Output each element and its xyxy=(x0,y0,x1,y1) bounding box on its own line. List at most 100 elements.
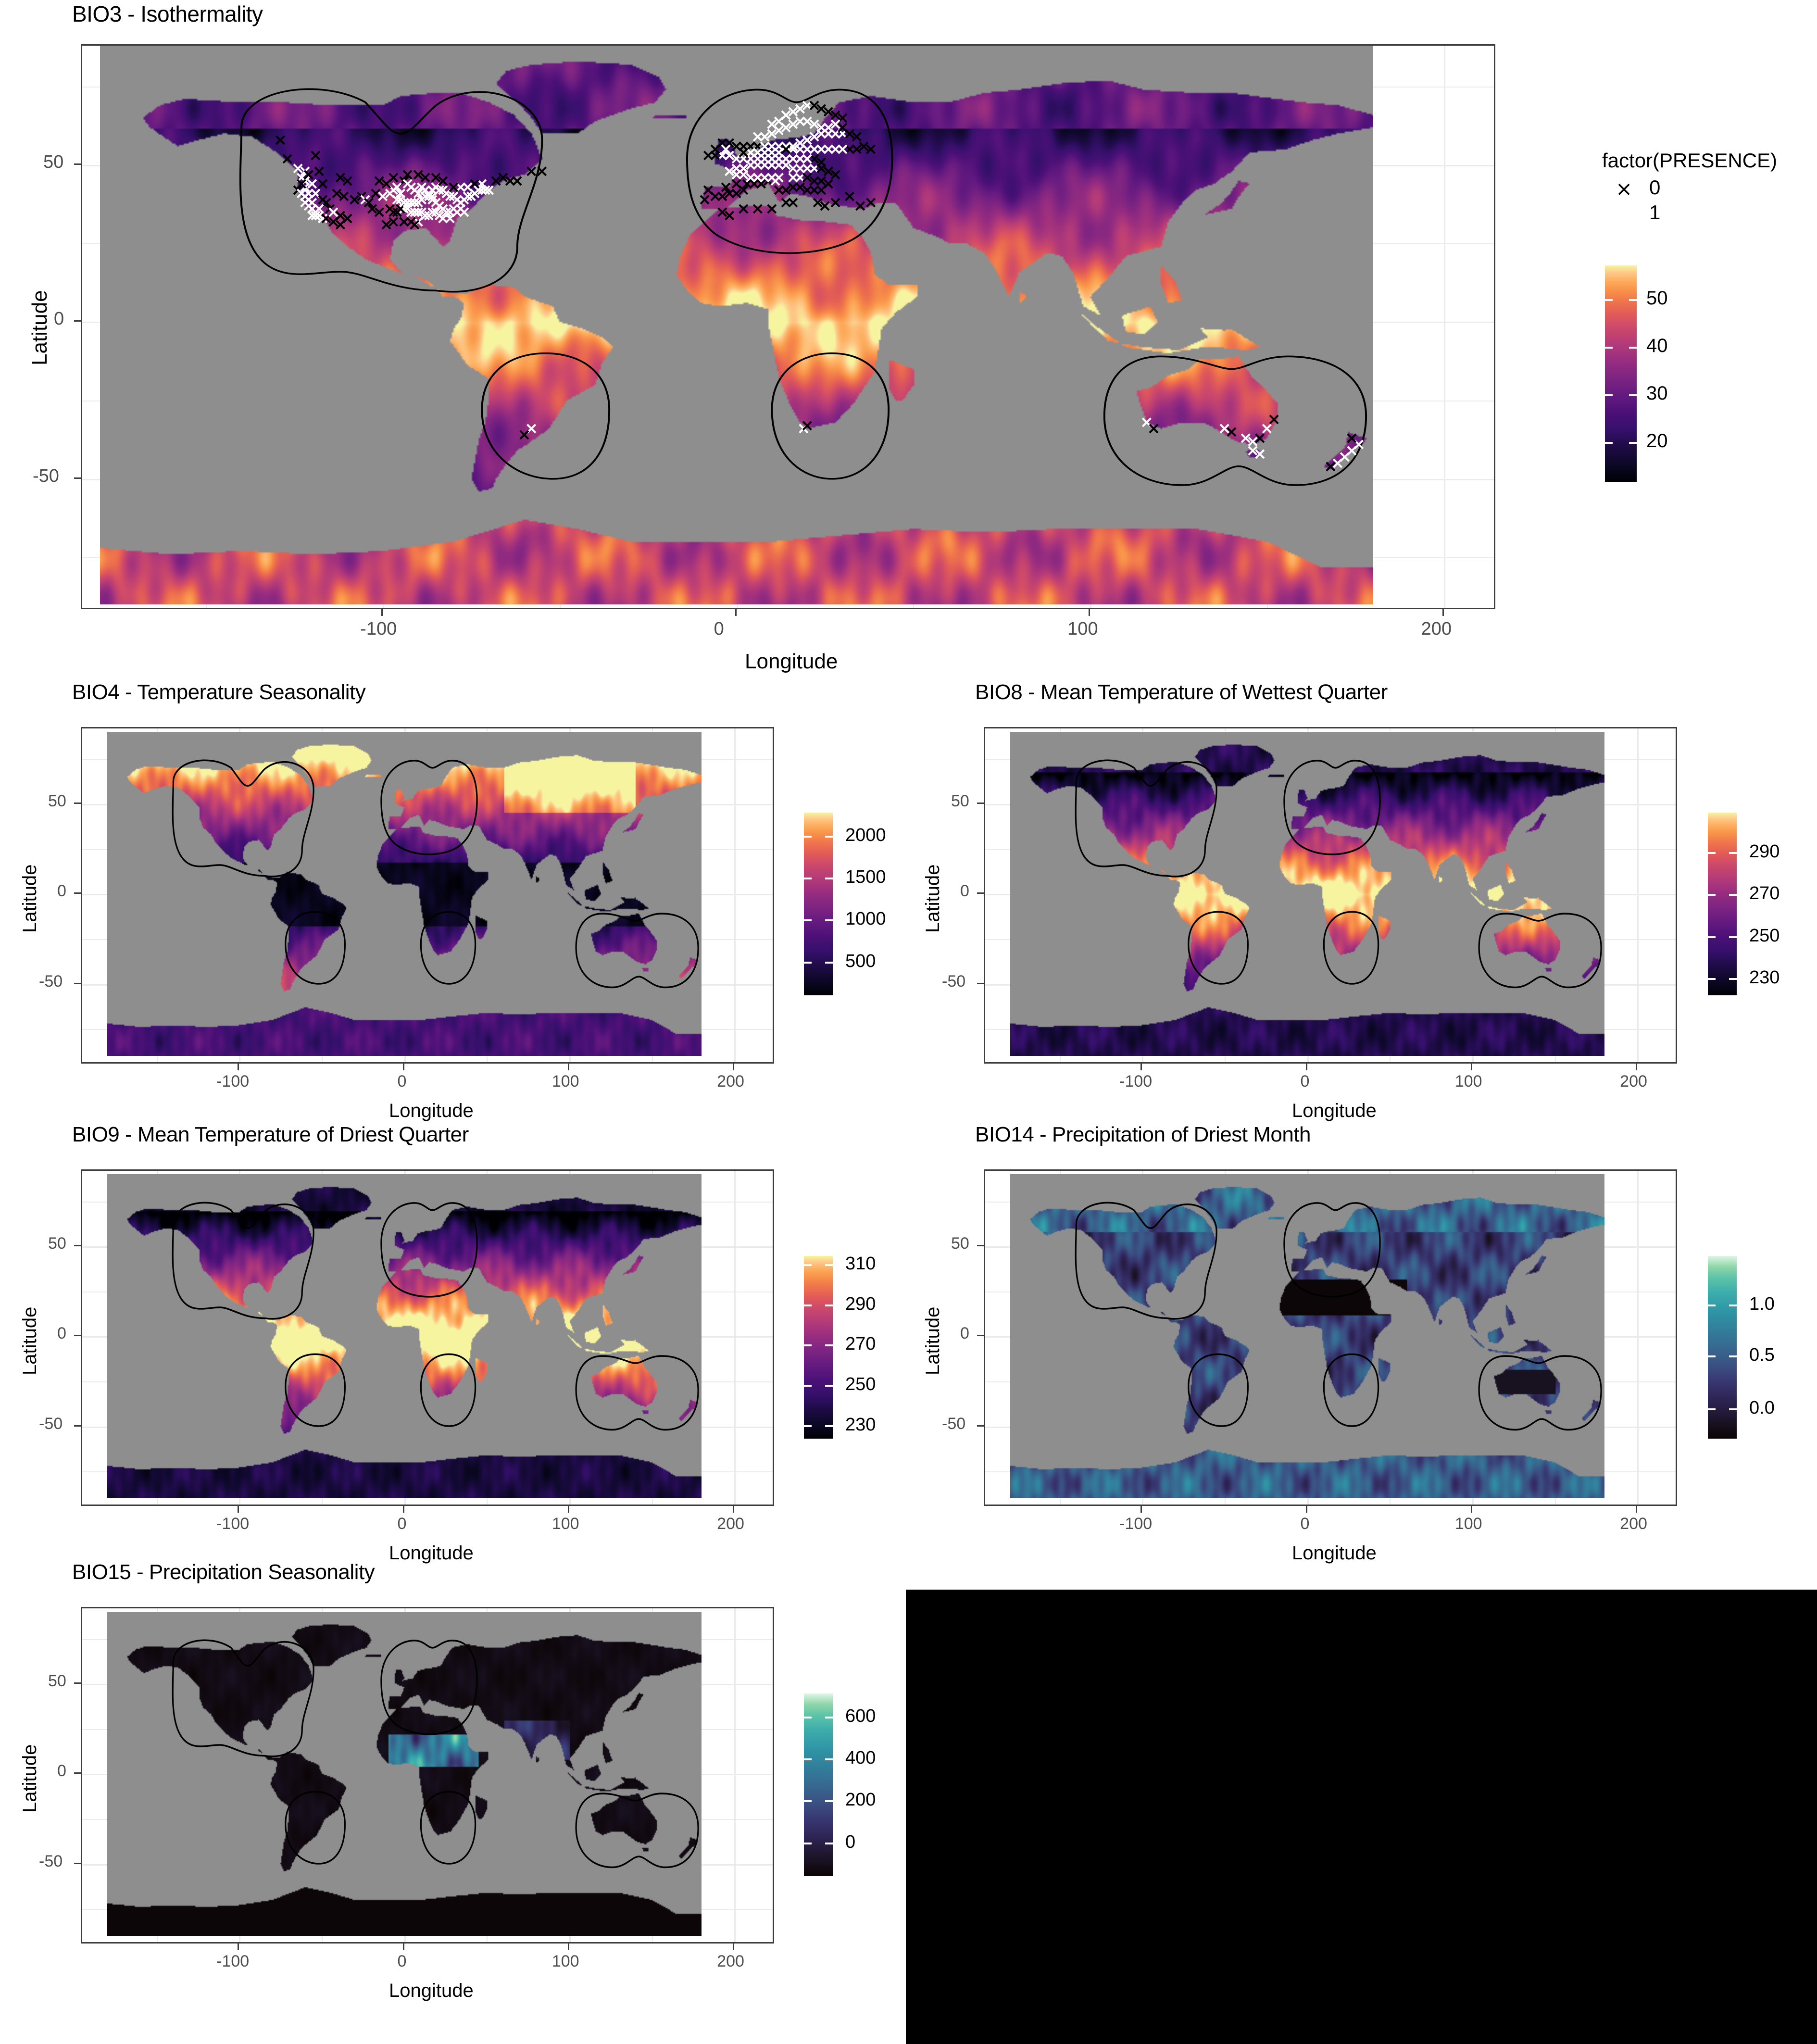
x-tick xyxy=(238,1064,239,1070)
colorbar-tick xyxy=(1729,1355,1737,1358)
colorbar-label-bio15: 600 xyxy=(845,1705,876,1726)
panel-title-bio3: BIO3 - Isothermality xyxy=(72,1,263,26)
x-tick xyxy=(567,1506,569,1513)
colorbar-gradient-bio4 xyxy=(804,813,833,995)
colorbar-tick xyxy=(1629,394,1637,396)
x-tick xyxy=(733,1064,735,1070)
map-canvas-bio15 xyxy=(107,1612,702,1936)
colorbar-gradient-bio8 xyxy=(1708,813,1737,995)
colorbar-label-bio4: 500 xyxy=(845,951,876,971)
colorbar-bio9 xyxy=(804,1256,833,1439)
colorbar-tick xyxy=(804,1758,812,1760)
colorbar-gradient-bio15 xyxy=(804,1693,833,1876)
colorbar-label-bio3: 40 xyxy=(1646,335,1668,356)
panel-bio3: BIO3 - Isothermality × × × × × × × × × × × × × × × × × × × ×… xyxy=(0,0,1817,673)
colorbar-label-bio4: 2000 xyxy=(845,825,886,845)
legend-title-presence: factor(PRESENCE) xyxy=(1602,149,1778,172)
colorbar-bio4 xyxy=(804,813,833,995)
x-axis-title: Longitude xyxy=(389,1980,474,2001)
y-tick-label: 0 xyxy=(57,882,66,901)
colorbar-tick xyxy=(1605,346,1613,349)
colorbar-tick xyxy=(1629,441,1637,444)
y-tick xyxy=(977,892,984,894)
y-tick xyxy=(74,892,81,894)
x-tick xyxy=(1470,1506,1472,1513)
y-tick-label: 0 xyxy=(960,882,969,901)
y-tick-label: -50 xyxy=(942,972,966,991)
y-tick-label: -50 xyxy=(39,1852,63,1870)
x-axis-title: Longitude xyxy=(745,650,838,673)
range-polygon-4 xyxy=(1103,355,1367,486)
legend-label-presence-0: 0 xyxy=(1649,176,1661,199)
colorbar-label-bio14: 0.0 xyxy=(1749,1398,1775,1418)
colorbar-gradient-bio3 xyxy=(1605,265,1637,482)
y-tick-label: -50 xyxy=(39,972,63,991)
range-polygon-4 xyxy=(575,1355,699,1431)
range-polygon-3 xyxy=(771,352,890,480)
colorbar-tick xyxy=(1629,346,1637,349)
x-tick-label: 200 xyxy=(717,1952,744,1970)
x-tick xyxy=(567,1064,569,1070)
colorbar-tick xyxy=(1729,978,1737,980)
range-polygon-0 xyxy=(172,1640,314,1758)
plot-area-bio3: × × × × × × × × × × × × × × × × × × × × × × × × × × × × × × × × × × × × × × × ×… xyxy=(81,44,1495,609)
colorbar-tick xyxy=(825,1758,833,1760)
map-canvas-bio3 xyxy=(100,46,1373,604)
panel-title-bio14: BIO14 - Precipitation of Driest Month xyxy=(975,1123,1311,1146)
y-tick-label: 0 xyxy=(57,1324,66,1343)
colorbar-tick xyxy=(1629,299,1637,301)
panel-title-bio8: BIO8 - Mean Temperature of Wettest Quart… xyxy=(975,680,1388,704)
colorbar-tick xyxy=(825,1384,833,1387)
blank-black-panel xyxy=(906,1590,1817,2044)
colorbar-bio8 xyxy=(1708,813,1737,995)
y-tick xyxy=(74,1862,81,1864)
colorbar-tick xyxy=(825,919,833,922)
x-tick xyxy=(1089,609,1090,616)
legend-key-presence-0: × xyxy=(1616,177,1633,201)
colorbar-tick xyxy=(825,961,833,964)
y-tick xyxy=(977,982,984,984)
colorbar-tick xyxy=(1605,394,1613,396)
colorbar-tick xyxy=(1708,1408,1716,1411)
y-tick xyxy=(74,477,81,479)
range-polygon-1 xyxy=(686,88,893,254)
colorbar-tick xyxy=(1708,1355,1716,1358)
y-tick xyxy=(74,320,81,322)
colorbar-tick xyxy=(804,919,812,922)
x-tick-label: -100 xyxy=(216,1072,250,1091)
colorbar-label-bio9: 310 xyxy=(845,1254,876,1274)
colorbar-label-bio3: 20 xyxy=(1646,430,1668,451)
x-tick xyxy=(1442,609,1444,616)
x-tick-label: -100 xyxy=(216,1952,250,1970)
colorbar-tick xyxy=(804,1842,812,1844)
colorbar-label-bio8: 230 xyxy=(1749,967,1780,988)
x-tick xyxy=(1305,1064,1307,1070)
colorbar-bio3 xyxy=(1605,265,1637,482)
colorbar-label-bio14: 0.5 xyxy=(1749,1345,1775,1366)
colorbar-label-bio9: 290 xyxy=(845,1293,876,1314)
range-polygon-2 xyxy=(481,352,610,480)
x-tick xyxy=(735,609,737,616)
x-tick-label: 0 xyxy=(1300,1072,1310,1091)
y-tick xyxy=(74,1425,81,1427)
range-polygon-2 xyxy=(1187,1354,1249,1428)
plot-area-bio15 xyxy=(81,1607,774,1944)
x-tick-label: 0 xyxy=(1300,1515,1310,1533)
x-tick-label: 0 xyxy=(397,1072,407,1091)
map-canvas-bio14 xyxy=(1010,1174,1604,1499)
y-tick xyxy=(74,982,81,984)
range-polygon-0 xyxy=(1075,1202,1217,1320)
colorbar-label-bio9: 270 xyxy=(845,1334,876,1354)
x-tick-label: 100 xyxy=(1454,1515,1482,1533)
range-polygon-3 xyxy=(420,1791,476,1865)
x-tick-label: -100 xyxy=(216,1515,250,1533)
range-polygon-2 xyxy=(284,911,346,985)
colorbar-tick xyxy=(1605,441,1613,444)
map-raster-bio15 xyxy=(107,1612,702,1936)
range-polygon-overlay xyxy=(172,1640,699,1868)
colorbar-tick xyxy=(1708,852,1716,854)
x-tick-label: -100 xyxy=(1119,1515,1153,1533)
y-tick xyxy=(977,1245,984,1247)
